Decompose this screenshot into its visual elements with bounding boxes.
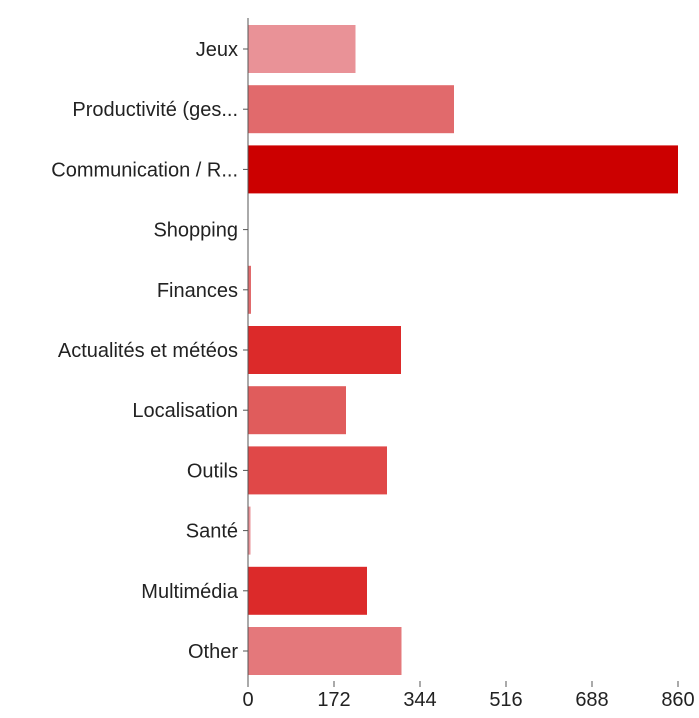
x-tick-label: 516 <box>489 689 522 711</box>
bar <box>248 386 346 435</box>
bars-layer <box>248 25 678 675</box>
category-label: Multimédia <box>141 581 239 603</box>
bar <box>248 85 454 134</box>
category-label: Shopping <box>153 220 238 242</box>
x-tick-label: 0 <box>242 689 253 711</box>
category-label: Santé <box>186 521 238 543</box>
category-label: Communication / R... <box>51 159 238 181</box>
category-label: Other <box>188 641 238 663</box>
category-label: Jeux <box>196 39 238 61</box>
bar <box>248 265 251 314</box>
category-label: Productivité (ges... <box>72 99 238 121</box>
x-tick-label: 172 <box>317 689 350 711</box>
category-label: Localisation <box>132 400 238 422</box>
x-tick-label: 860 <box>661 689 694 711</box>
x-tick-label: 688 <box>575 689 608 711</box>
category-label: Actualités et météos <box>58 340 238 362</box>
category-label: Finances <box>157 280 238 302</box>
x-tick-label: 344 <box>403 689 436 711</box>
bar <box>248 326 401 374</box>
category-labels: Jeux Productivité (ges... Communication / … <box>51 39 239 663</box>
bar <box>248 566 367 615</box>
bar <box>248 506 251 555</box>
bar <box>248 627 402 675</box>
x-axis: 0 172 344 516 688 860 <box>242 18 695 711</box>
bar <box>248 25 356 73</box>
bar <box>248 145 678 194</box>
category-label: Outils <box>187 460 238 482</box>
bar <box>248 446 387 495</box>
